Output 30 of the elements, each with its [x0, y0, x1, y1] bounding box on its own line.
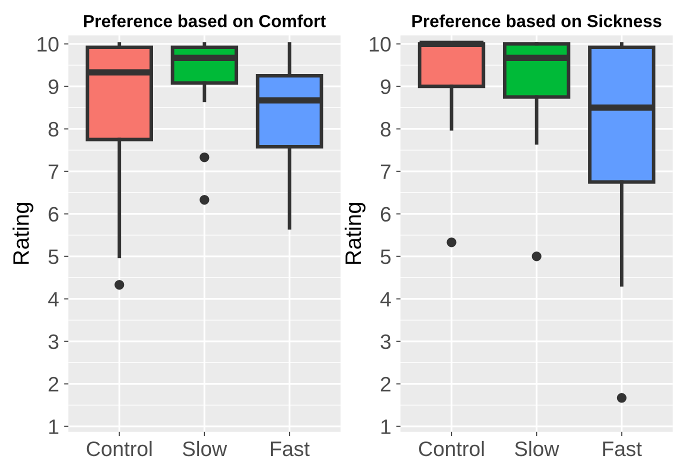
y-tick-label: 4: [380, 292, 391, 306]
y-tick-label: 3: [380, 334, 391, 350]
chart-title: Preference based on Sickness: [412, 14, 662, 28]
x-tick-label: Control: [86, 440, 152, 456]
y-tick-label: 2: [380, 376, 390, 392]
y-tick-label: 5: [380, 250, 391, 264]
x-tick-label: Control: [419, 440, 484, 456]
chart-title: Preference based on Comfort: [84, 14, 326, 28]
y-tick-label: 10: [38, 36, 58, 52]
y-axis-title: Rating: [12, 202, 34, 264]
y-tick-label: 7: [48, 164, 58, 179]
y-tick-label: 4: [48, 292, 59, 306]
y-axis-title: Rating: [344, 202, 366, 264]
y-tick-label: 3: [48, 334, 58, 350]
y-tick-label: 2: [48, 376, 58, 392]
y-tick-label: 6: [48, 206, 58, 222]
x-tick-label: Slow: [182, 440, 228, 456]
x-tick-label: Fast: [603, 442, 642, 456]
y-tick-label: 9: [48, 79, 58, 94]
y-tick-label: 7: [380, 164, 390, 179]
y-tick-label: 9: [380, 79, 390, 94]
y-tick-label: 1: [49, 420, 58, 434]
y-tick-label: 10: [370, 36, 391, 52]
y-tick-label: 8: [48, 122, 58, 137]
y-tick-label: 8: [380, 122, 391, 137]
y-tick-label: 6: [380, 206, 391, 222]
y-tick-label: 1: [381, 420, 390, 434]
x-tick-label: Fast: [270, 442, 310, 456]
x-tick-label: Slow: [514, 440, 560, 456]
y-tick-label: 5: [48, 250, 58, 264]
